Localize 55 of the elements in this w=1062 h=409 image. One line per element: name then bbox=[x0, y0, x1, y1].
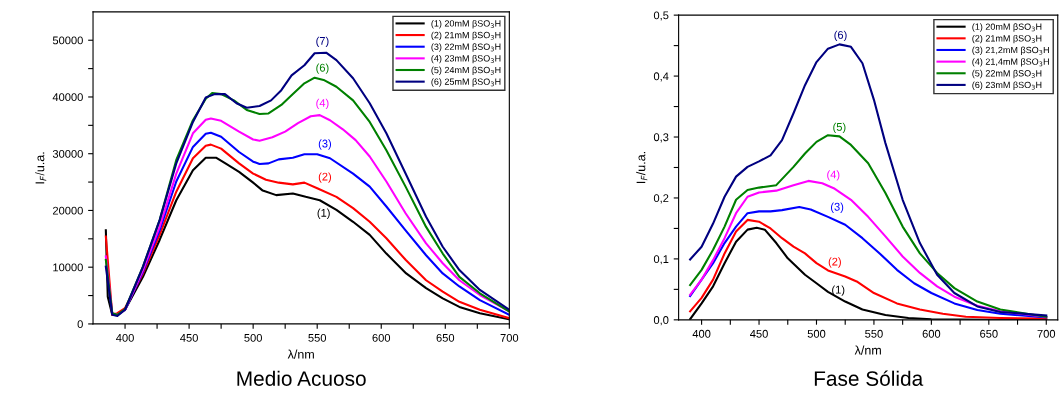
annotation: (1) bbox=[317, 208, 330, 219]
y-tick-label: 0,2 bbox=[653, 194, 669, 204]
x-tick-label: 600 bbox=[372, 333, 391, 342]
text: Fase Sólida bbox=[814, 370, 924, 386]
annotation: (4) bbox=[827, 170, 840, 181]
x-tick-label: 650 bbox=[436, 333, 455, 342]
x-tick-label: 550 bbox=[865, 329, 883, 338]
annotation: (6) bbox=[834, 30, 847, 42]
legend-label: (5) 22mM βSO$_{3}$H bbox=[972, 69, 1042, 79]
y-tick-label: 50000 bbox=[52, 36, 83, 45]
y-tick-label: 0,4 bbox=[653, 72, 669, 82]
y-axis-title: I$_{F}$/u.a. bbox=[636, 152, 648, 184]
x-tick-label: 400 bbox=[692, 329, 711, 338]
x-tick-label: 700 bbox=[500, 333, 519, 342]
legend-label: (2) 21mM βSO$_{3}$H bbox=[431, 31, 501, 41]
x-tick-label: 400 bbox=[116, 333, 134, 342]
y-tick-label: 0,1 bbox=[653, 255, 669, 265]
x-tick-label: 600 bbox=[922, 329, 941, 338]
x-tick-label: 500 bbox=[244, 333, 262, 342]
x-axis-title: λ/nm bbox=[287, 349, 314, 359]
annotation: (6) bbox=[316, 63, 329, 74]
y-tick-label: 0,3 bbox=[653, 133, 669, 143]
x-axis-title: λ/nm bbox=[854, 345, 881, 355]
annotation: (4) bbox=[316, 98, 329, 110]
x-tick-label: 650 bbox=[980, 329, 998, 338]
legend-label: (3) 21,2mM βSO$_{3}$H bbox=[972, 46, 1049, 55]
x-tick-label: 450 bbox=[180, 333, 198, 342]
legend-label: (6) 25mM βSO$_{3}$H bbox=[431, 78, 501, 87]
x-tick-label: 550 bbox=[308, 333, 327, 342]
y-tick-label: 0,5 bbox=[653, 11, 669, 21]
legend-label: (2) 21mM βSO$_{3}$H bbox=[972, 34, 1042, 44]
annotation: (2) bbox=[318, 172, 332, 183]
annotation: (3) bbox=[831, 202, 844, 213]
x-tick-label: 450 bbox=[750, 329, 768, 338]
y-tick-label: 20000 bbox=[52, 206, 83, 215]
annotation: (2) bbox=[828, 257, 841, 268]
annotation: (5) bbox=[833, 122, 846, 134]
legend-label: (5) 24mM βSO$_{3}$H bbox=[431, 66, 501, 75]
legend-label: (6) 23mM βSO$_{3}$H bbox=[972, 81, 1042, 90]
y-tick-label: 10000 bbox=[53, 263, 83, 272]
legend-label: (1) 20mM βSO$_{3}$H bbox=[431, 19, 501, 29]
x-tick-label: 500 bbox=[807, 329, 826, 338]
legend-label: (3) 22mM βSO$_{3}$H bbox=[431, 43, 501, 52]
annotation: (7) bbox=[316, 36, 329, 47]
y-axis-title: I$_{F}$/u.a. bbox=[35, 152, 47, 184]
legend-label: (4) 21,4mM βSO$_{3}$H bbox=[972, 58, 1049, 67]
x-tick-label: 700 bbox=[1037, 329, 1056, 338]
y-tick-label: 0,0 bbox=[653, 316, 669, 326]
legend-label: (1) 20mM βSO$_{3}$H bbox=[972, 23, 1042, 32]
text: Medio Acuoso bbox=[237, 370, 366, 386]
annotation: (3) bbox=[318, 139, 332, 150]
y-tick-label: 30000 bbox=[52, 149, 83, 158]
y-tick-label: 0 bbox=[77, 320, 83, 329]
legend-label: (4) 23mM βSO$_{3}$H bbox=[431, 54, 501, 64]
y-tick-label: 40000 bbox=[52, 93, 83, 102]
